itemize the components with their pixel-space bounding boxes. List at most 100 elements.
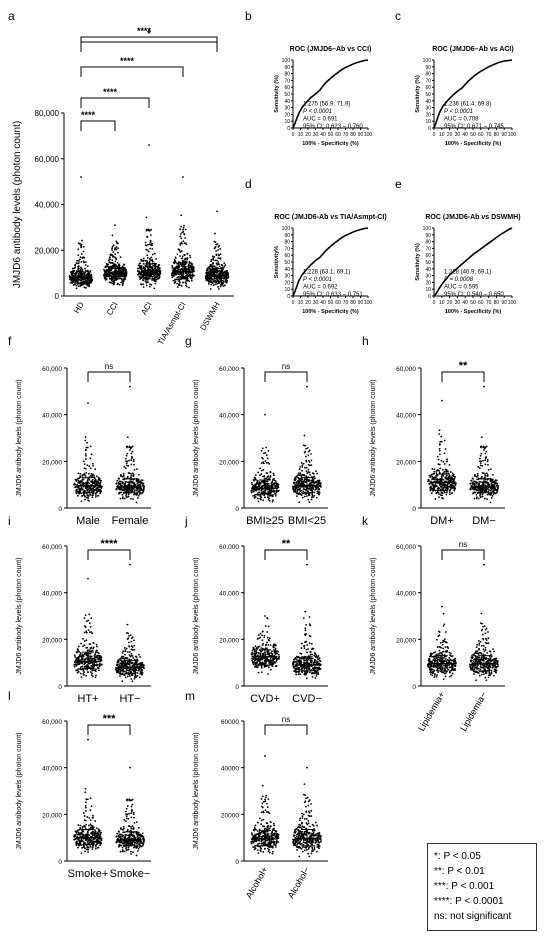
data-point <box>259 467 262 470</box>
y-axis-label: JMJD6 antibody levels (photon count) <box>12 121 23 288</box>
data-point <box>314 653 317 656</box>
data-point <box>215 253 218 256</box>
data-point <box>145 248 148 251</box>
data-point <box>186 275 189 278</box>
data-point <box>308 501 311 503</box>
x-tick-label: Male <box>76 515 100 527</box>
data-point <box>152 273 155 276</box>
data-point <box>80 245 83 248</box>
data-point <box>82 655 85 658</box>
data-point <box>103 268 105 271</box>
data-point <box>260 485 263 488</box>
y-tick-label: 20,000 <box>42 459 62 466</box>
data-point <box>179 281 181 284</box>
y-tick-label: 0 <box>58 684 62 691</box>
data-point <box>295 668 298 671</box>
data-point <box>144 280 147 283</box>
data-point <box>91 669 94 672</box>
data-point <box>218 276 221 279</box>
data-point <box>479 457 481 460</box>
data-point <box>73 654 76 657</box>
data-point <box>84 614 87 617</box>
data-point <box>114 247 117 250</box>
data-point <box>434 485 437 488</box>
data-point <box>128 645 131 647</box>
data-point <box>482 445 485 448</box>
data-point <box>145 229 148 232</box>
data-point <box>214 277 216 280</box>
data-point <box>112 244 115 247</box>
data-point <box>481 490 484 493</box>
data-point <box>108 267 111 270</box>
data-point <box>77 248 80 251</box>
data-point <box>434 476 437 479</box>
data-point <box>481 488 483 491</box>
data-point <box>88 478 91 481</box>
data-point <box>151 253 154 256</box>
data-point <box>272 472 275 475</box>
data-point <box>308 616 311 618</box>
data-point <box>92 464 95 467</box>
panel-letter-g: g <box>185 334 192 348</box>
data-point <box>300 494 303 497</box>
data-point <box>227 275 230 278</box>
data-point <box>490 482 493 485</box>
data-point <box>299 487 302 490</box>
data-point <box>136 482 139 485</box>
data-point <box>144 259 147 262</box>
data-point <box>75 669 78 672</box>
data-point <box>479 493 482 496</box>
data-point <box>303 473 305 476</box>
data-point <box>222 277 225 280</box>
y-tick-label: 60,000 <box>42 544 62 551</box>
data-point <box>299 490 302 492</box>
data-point <box>253 653 256 656</box>
data-point <box>99 657 102 660</box>
data-point <box>432 473 434 475</box>
data-point <box>143 268 146 270</box>
data-point <box>480 446 482 449</box>
data-point <box>265 446 268 449</box>
data-point <box>268 484 271 487</box>
data-point <box>125 462 128 465</box>
data-point <box>257 500 260 503</box>
data-point <box>135 478 138 481</box>
data-point <box>298 501 301 504</box>
data-point <box>470 479 473 482</box>
data-point <box>302 490 305 493</box>
data-point <box>145 273 147 276</box>
data-point <box>274 665 277 668</box>
data-point <box>306 447 309 449</box>
data-point <box>266 482 269 485</box>
data-point <box>108 265 111 268</box>
data-point <box>444 631 447 633</box>
panel-letter-h: h <box>362 334 369 348</box>
x-tick-label: ACI <box>139 301 153 317</box>
data-point <box>309 661 312 663</box>
data-point <box>477 465 480 468</box>
data-point <box>493 482 496 484</box>
data-point <box>438 449 441 452</box>
data-point <box>71 282 73 284</box>
data-point <box>451 476 453 479</box>
data-point <box>72 279 75 281</box>
data-point <box>265 647 268 650</box>
data-point <box>433 468 436 471</box>
data-point <box>142 286 145 289</box>
data-point <box>79 667 82 670</box>
data-point <box>253 496 256 499</box>
data-point <box>118 492 120 495</box>
data-point <box>84 467 87 470</box>
data-point <box>300 657 303 660</box>
data-point <box>112 251 115 253</box>
data-point <box>224 279 227 281</box>
data-point <box>214 268 217 271</box>
data-point <box>124 676 127 679</box>
data-point <box>441 492 444 495</box>
data-point <box>88 499 90 502</box>
data-point <box>453 485 455 488</box>
data-point <box>308 662 311 665</box>
data-point <box>87 402 89 404</box>
data-point <box>90 617 93 620</box>
data-point <box>87 671 89 674</box>
